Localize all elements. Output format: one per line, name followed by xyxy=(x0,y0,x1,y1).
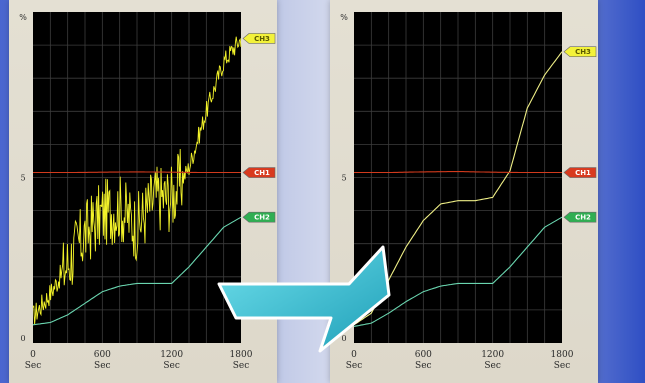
x-tick-value: 600 xyxy=(94,350,111,360)
series-line-ch1 xyxy=(354,170,562,174)
channel-tag-label: CH3 xyxy=(575,48,591,56)
channel-tag-label: CH2 xyxy=(575,214,591,222)
channel-tag-shape xyxy=(563,46,597,58)
x-tick-unit: Sec xyxy=(484,361,501,371)
x-tick-unit: Sec xyxy=(94,361,111,371)
chart-panel-left: % 5 0 0 Sec 600 Sec 1200 Sec 1800 Sec CH3 CH1 CH2 xyxy=(9,0,277,383)
x-tick-value: 1200 xyxy=(160,350,183,360)
channel-tag-label: CH2 xyxy=(254,214,270,222)
y-tick-label: 0 xyxy=(341,334,346,343)
channel-tag-shape xyxy=(563,211,597,223)
series-line-ch3 xyxy=(32,36,242,325)
channel-tag-ch2: CH2 xyxy=(563,211,597,223)
x-tick-value: 600 xyxy=(415,350,432,360)
channel-tag-shape xyxy=(242,211,276,223)
channel-tag-label: CH3 xyxy=(254,35,270,43)
channel-tag-label: CH1 xyxy=(254,169,270,177)
x-tick-value: 1800 xyxy=(230,350,253,360)
x-tick-value: 1800 xyxy=(551,350,574,360)
x-tick-unit: Sec xyxy=(415,361,432,371)
x-tick-unit: Sec xyxy=(346,361,363,371)
x-tick-unit: Sec xyxy=(554,361,571,371)
channel-tag-ch3: CH3 xyxy=(563,46,597,58)
y-tick-label: % xyxy=(340,13,348,22)
y-tick-label: 0 xyxy=(20,334,25,343)
x-tick-value: 1200 xyxy=(481,350,504,360)
channel-tag-label: CH1 xyxy=(575,169,591,177)
chart-panel-right: % 5 0 0 Sec 600 Sec 1200 Sec 1800 Sec CH3 CH1 CH2 xyxy=(330,0,598,383)
channel-tag-ch2: CH2 xyxy=(242,211,276,223)
channel-tag-ch3: CH3 xyxy=(242,33,276,44)
channel-tag-shape xyxy=(242,167,276,178)
y-tick-label: 5 xyxy=(341,174,346,183)
channel-tag-ch1: CH1 xyxy=(242,167,276,178)
series-line-ch1 xyxy=(33,171,241,174)
x-tick-unit: Sec xyxy=(163,361,180,371)
y-tick-label: 5 xyxy=(20,174,25,183)
x-tick-value: 0 xyxy=(351,350,357,360)
x-tick-value: 0 xyxy=(30,350,36,360)
channel-tag-ch1: CH1 xyxy=(563,167,597,178)
series-line-ch2 xyxy=(32,216,242,326)
x-tick-unit: Sec xyxy=(25,361,42,371)
x-tick-unit: Sec xyxy=(233,361,250,371)
channel-tag-shape xyxy=(563,167,597,178)
channel-tag-shape xyxy=(242,33,276,44)
y-tick-label: % xyxy=(19,13,27,22)
